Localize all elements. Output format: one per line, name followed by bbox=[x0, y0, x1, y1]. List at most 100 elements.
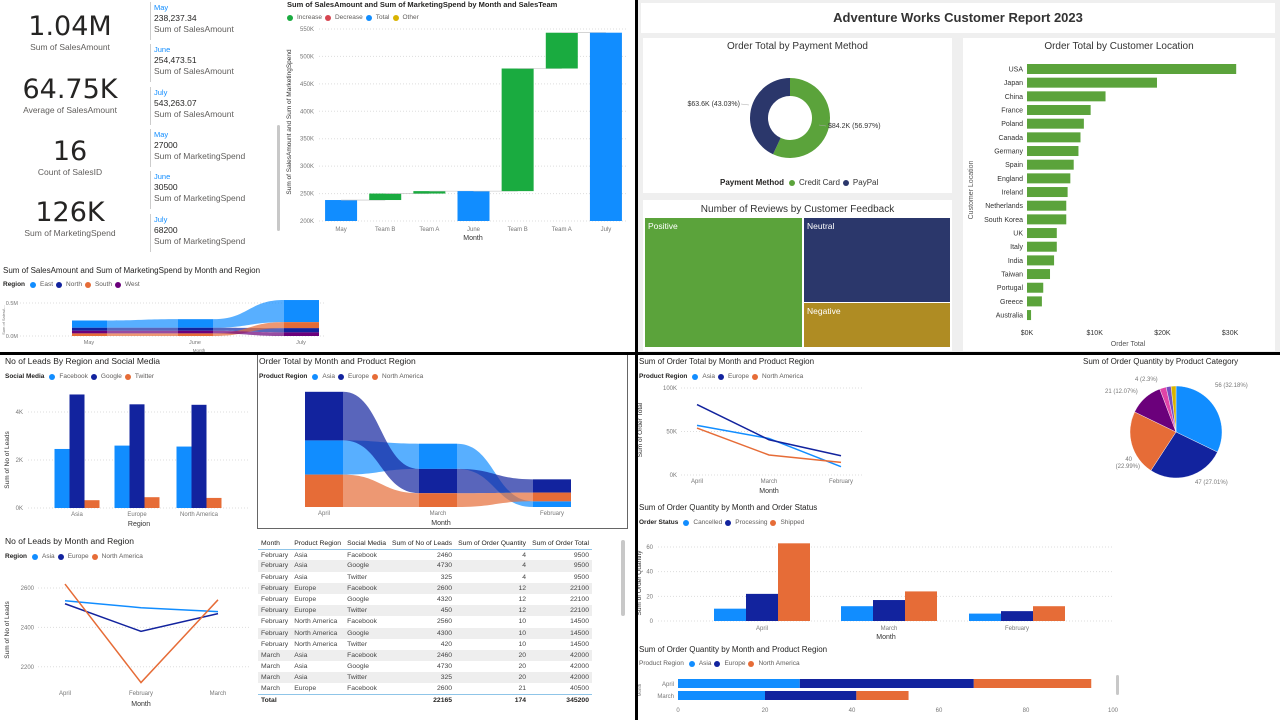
legend-item[interactable]: Shipped bbox=[780, 519, 805, 526]
legend-item[interactable]: Europe bbox=[724, 660, 746, 667]
legend-item[interactable]: Processing bbox=[735, 519, 768, 526]
stacked-bar-segment bbox=[678, 679, 800, 688]
table-scrollbar[interactable] bbox=[621, 540, 625, 616]
column-header[interactable]: Sum of No of Leads bbox=[388, 538, 456, 550]
legend-item[interactable]: South bbox=[94, 281, 112, 288]
legend-item[interactable]: Decrease bbox=[334, 14, 363, 21]
legend-item[interactable]: Europe bbox=[348, 373, 370, 380]
legend-item[interactable]: East bbox=[40, 281, 54, 288]
table-row[interactable]: February Asia Twitter 325 4 9500 bbox=[258, 572, 592, 583]
table-row[interactable]: February Europe Facebook 2600 12 22100 bbox=[258, 582, 592, 594]
legend-item[interactable]: Asia bbox=[42, 553, 55, 560]
legend-item[interactable]: Facebook bbox=[59, 373, 88, 380]
y-tick-label: 0 bbox=[650, 619, 654, 625]
table-row[interactable]: February Europe Google 4320 12 22100 bbox=[258, 594, 592, 605]
x-tick-label: $10K bbox=[1087, 330, 1104, 337]
table-row[interactable]: February North America Facebook 2560 10 14500 bbox=[258, 616, 592, 627]
legend-item[interactable]: Other bbox=[402, 14, 419, 21]
treemap-negative[interactable]: Negative bbox=[804, 303, 950, 347]
legend-item[interactable]: West bbox=[124, 281, 140, 288]
legend-item[interactable]: Europe bbox=[728, 373, 750, 380]
category-label: Taiwan bbox=[1001, 272, 1023, 279]
legend: Order Status Cancelled Processing Shipped bbox=[639, 519, 804, 526]
chart-scrollbar[interactable] bbox=[1116, 675, 1119, 695]
series-line bbox=[696, 427, 842, 464]
column-bar bbox=[129, 404, 145, 508]
x-tick-label: Team A bbox=[419, 227, 439, 233]
treemap-neutral[interactable]: Neutral bbox=[804, 218, 950, 302]
table-cell: 22100 bbox=[570, 596, 589, 604]
y-axis-title: Sum of No of Leads bbox=[4, 601, 11, 659]
x-tick-label: Team A bbox=[552, 227, 572, 233]
chart-title: Sum of Order Quantity by Month and Produ… bbox=[639, 645, 828, 654]
column-header[interactable]: Product Region bbox=[291, 538, 345, 550]
table-row[interactable]: February North America Twitter 420 10 14500 bbox=[258, 639, 592, 650]
stacked-bar-segment bbox=[765, 691, 857, 700]
kpi-value: 64.75K bbox=[22, 74, 118, 105]
column-bar bbox=[69, 394, 85, 508]
table-row[interactable]: March Europe Facebook 2600 21 40500 bbox=[258, 683, 592, 694]
table-cell: February bbox=[261, 551, 289, 559]
column-header[interactable]: Sum of Order Total bbox=[529, 538, 592, 550]
series-line bbox=[64, 603, 219, 633]
table-header-row: Month Product Region Social Media Sum of No… bbox=[258, 538, 592, 550]
table-row[interactable]: February North America Google 4300 10 14500 bbox=[258, 627, 592, 639]
table-row[interactable]: March Asia Twitter 325 20 42000 bbox=[258, 672, 592, 684]
table-cell: March bbox=[258, 672, 292, 684]
legend-item[interactable]: Credit Card bbox=[799, 178, 840, 187]
legend-item[interactable]: Asia bbox=[702, 373, 716, 380]
legend-dot bbox=[91, 553, 98, 560]
category-label: Greece bbox=[1000, 299, 1023, 306]
table-cell: 4 bbox=[522, 573, 527, 581]
series-line bbox=[696, 424, 842, 468]
legend-dot bbox=[770, 519, 777, 526]
column-header[interactable]: Sum of Order Quantity bbox=[455, 538, 530, 550]
table-row[interactable]: February Asia Facebook 2460 4 9500 bbox=[258, 549, 592, 560]
table-cell: 2460 bbox=[436, 551, 453, 559]
table-cell: 42000 bbox=[529, 672, 592, 684]
table-cell: February bbox=[261, 573, 289, 581]
table-cell: 20 bbox=[518, 663, 527, 671]
x-tick-label: North America bbox=[180, 512, 219, 518]
ribbon-column bbox=[178, 333, 213, 336]
legend-dot bbox=[324, 14, 331, 21]
column-header[interactable]: Social Media bbox=[344, 538, 389, 550]
legend: Region Asia Europe North America bbox=[5, 553, 143, 560]
y-tick-label: 0.5M bbox=[6, 301, 19, 307]
legend-item[interactable]: North America bbox=[758, 660, 800, 667]
legend-item[interactable]: Increase bbox=[297, 14, 322, 21]
legend-item[interactable]: Asia bbox=[322, 373, 336, 380]
legend-item[interactable]: Cancelled bbox=[693, 519, 723, 526]
legend-item[interactable]: Asia bbox=[698, 660, 712, 667]
column-bar bbox=[969, 613, 1001, 621]
series-line bbox=[64, 583, 219, 684]
chart-title: Order Total by Customer Location bbox=[1044, 41, 1194, 52]
legend-item[interactable]: North America bbox=[101, 553, 143, 560]
treemap-positive[interactable]: Positive bbox=[645, 218, 802, 347]
table-row[interactable]: February Europe Twitter 450 12 22100 bbox=[258, 605, 592, 617]
table-cell: Google bbox=[347, 663, 369, 671]
legend-item[interactable]: Europe bbox=[67, 553, 89, 560]
table-total-row: Total 22165 174 345200 bbox=[258, 694, 592, 706]
table-cell: 4730 bbox=[436, 663, 453, 671]
table-cell: February bbox=[261, 596, 289, 604]
legend-item[interactable]: Twitter bbox=[134, 373, 155, 380]
location-bar bbox=[1027, 310, 1032, 321]
table-cell: February bbox=[258, 627, 292, 639]
legend-item[interactable]: North America bbox=[382, 373, 424, 380]
category-label: April bbox=[662, 682, 674, 688]
table-row[interactable]: March Asia Facebook 2460 20 42000 bbox=[258, 649, 592, 662]
y-axis-title: Sum of Order Total bbox=[637, 402, 644, 457]
legend-item[interactable]: North bbox=[66, 281, 82, 288]
column-header[interactable]: Month bbox=[258, 538, 292, 550]
table-row[interactable]: February Asia Google 4730 4 9500 bbox=[258, 560, 592, 572]
legend-item[interactable]: Google bbox=[100, 373, 122, 380]
x-tick-label: February bbox=[540, 511, 564, 517]
legend-item[interactable]: Total bbox=[375, 14, 390, 21]
x-axis-title: Month bbox=[431, 520, 451, 527]
table-row[interactable]: March Asia Google 4730 20 42000 bbox=[258, 661, 592, 672]
x-tick-label: 100 bbox=[1108, 708, 1119, 714]
legend-item[interactable]: North America bbox=[762, 373, 804, 380]
legend-item[interactable]: PayPal bbox=[852, 178, 879, 187]
scrollbar[interactable] bbox=[277, 125, 280, 231]
